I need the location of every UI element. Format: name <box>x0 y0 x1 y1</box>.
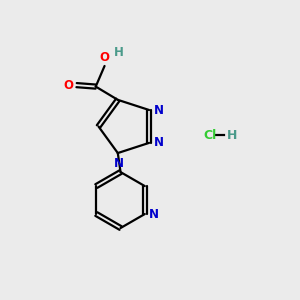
Text: H: H <box>227 129 238 142</box>
Text: H: H <box>114 46 124 59</box>
Text: N: N <box>113 157 123 169</box>
Text: N: N <box>149 208 159 220</box>
Text: N: N <box>154 136 164 149</box>
Text: Cl: Cl <box>203 129 216 142</box>
Text: O: O <box>63 79 73 92</box>
Text: O: O <box>100 51 110 64</box>
Text: N: N <box>154 103 164 116</box>
